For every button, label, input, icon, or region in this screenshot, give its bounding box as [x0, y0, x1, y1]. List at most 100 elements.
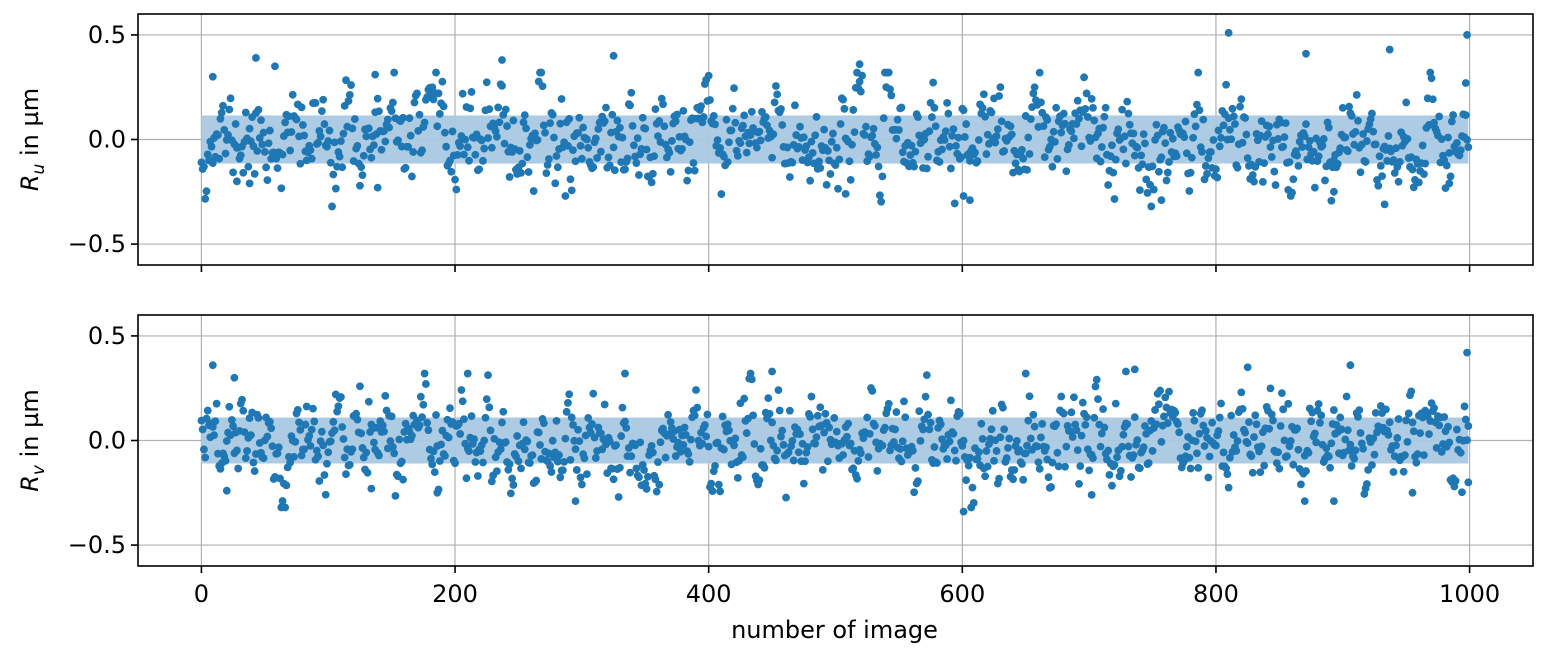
data-point	[342, 470, 350, 479]
data-point	[1324, 123, 1333, 132]
data-point	[730, 441, 738, 450]
data-point	[430, 468, 439, 477]
data-point	[1461, 415, 1470, 424]
data-point	[865, 152, 874, 161]
data-point	[992, 447, 1001, 455]
data-point	[891, 425, 900, 434]
data-point	[448, 127, 457, 136]
data-point	[463, 143, 472, 152]
data-point	[1385, 418, 1394, 427]
data-point	[292, 115, 301, 124]
data-point	[623, 154, 632, 163]
data-point	[569, 146, 577, 155]
data-point	[1148, 162, 1157, 171]
data-point	[495, 118, 504, 127]
data-point	[1191, 122, 1200, 131]
data-point	[356, 181, 364, 190]
data-point	[879, 114, 888, 123]
data-point	[683, 176, 692, 185]
data-point	[1456, 146, 1465, 154]
data-point	[816, 403, 825, 412]
data-point	[740, 111, 749, 120]
data-point	[428, 460, 437, 469]
data-point	[973, 454, 982, 463]
data-point	[605, 161, 614, 170]
data-point	[268, 442, 277, 451]
data-point	[245, 124, 254, 133]
data-point	[1039, 122, 1048, 131]
data-point	[254, 414, 263, 422]
data-point	[577, 480, 586, 489]
data-point	[1097, 143, 1106, 151]
data-point	[1101, 103, 1110, 112]
data-point	[995, 92, 1003, 100]
data-point	[501, 438, 510, 446]
data-point	[1337, 425, 1346, 434]
data-point	[1341, 133, 1350, 142]
data-point	[651, 105, 660, 114]
data-point	[390, 68, 399, 77]
data-point	[463, 369, 472, 378]
data-point	[733, 151, 742, 160]
data-point	[406, 131, 415, 140]
data-point	[378, 421, 387, 430]
data-point	[410, 98, 419, 107]
data-point	[996, 83, 1005, 92]
data-point	[1104, 446, 1113, 455]
data-point	[722, 115, 731, 124]
data-point	[1116, 466, 1125, 475]
data-point	[432, 68, 440, 77]
data-point	[1119, 430, 1128, 439]
data-point	[1347, 111, 1356, 120]
data-point	[835, 155, 844, 164]
data-point	[856, 449, 865, 458]
data-point	[943, 455, 951, 463]
data-point	[806, 412, 815, 421]
data-point	[409, 148, 418, 156]
data-point	[697, 102, 705, 111]
data-point	[1209, 136, 1218, 144]
data-point	[1300, 497, 1309, 506]
data-point	[785, 173, 794, 181]
data-point	[317, 427, 326, 436]
data-point	[1113, 453, 1121, 462]
data-point	[884, 68, 893, 77]
data-point	[999, 403, 1007, 412]
data-point	[962, 120, 971, 128]
data-point	[394, 136, 402, 145]
data-point	[338, 423, 347, 431]
data-point	[505, 173, 514, 181]
data-point	[364, 397, 373, 406]
data-point	[1356, 168, 1365, 177]
data-point	[1319, 135, 1328, 143]
data-point	[1346, 440, 1355, 449]
data-point	[249, 458, 258, 467]
data-point	[1129, 451, 1138, 460]
data-point	[588, 420, 596, 428]
data-point	[977, 419, 986, 428]
data-point	[548, 110, 557, 119]
data-point	[565, 114, 574, 123]
data-point	[202, 414, 211, 423]
data-point	[832, 143, 841, 152]
data-point	[636, 438, 645, 447]
data-point	[768, 153, 776, 162]
data-point	[1294, 445, 1303, 454]
data-point	[1012, 436, 1021, 445]
data-point	[200, 445, 208, 454]
data-point	[253, 147, 262, 155]
data-point	[1351, 446, 1360, 455]
data-point	[590, 433, 599, 442]
data-point	[577, 154, 586, 163]
data-point	[357, 163, 366, 171]
data-point	[1460, 402, 1469, 411]
data-point	[200, 162, 208, 171]
data-point	[441, 128, 449, 137]
data-point	[389, 98, 397, 107]
data-point	[1100, 423, 1109, 432]
data-point	[755, 127, 764, 136]
data-point	[433, 122, 442, 131]
data-point	[1264, 130, 1272, 139]
data-point	[1371, 408, 1380, 417]
data-point	[627, 452, 636, 461]
